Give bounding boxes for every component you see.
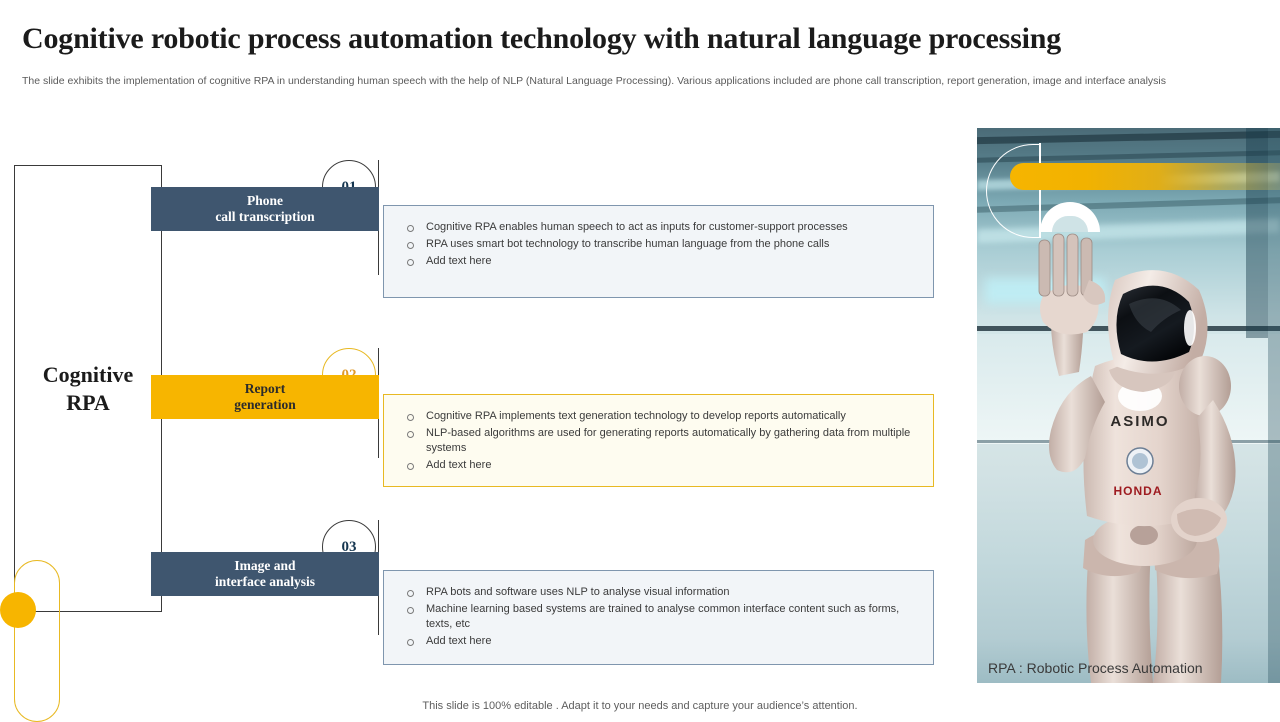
svg-text:HONDA: HONDA [1114,484,1163,498]
step-band-line1-03: Image and [234,558,296,573]
step-band-line2-01: call transcription [215,209,315,224]
step-bullet-list-01: Cognitive RPA enables human speech to ac… [402,220,923,269]
step-band-line2-03: interface analysis [214,574,316,589]
svg-text:ASIMO: ASIMO [1110,413,1169,430]
step-band-line1-01: Phone [246,193,283,208]
central-node-label-line1: Cognitive [42,361,134,387]
decorative-yellow-bar [1010,163,1280,190]
decorative-white-arch-inner [1052,216,1088,232]
step-content-box-03[interactable]: RPA bots and software uses NLP to analys… [383,570,934,665]
step-bullet-list-03: RPA bots and software uses NLP to analys… [402,585,923,649]
central-node-cognitive-rpa[interactable]: Cognitive RPA [14,165,162,612]
step-band-line1-02: Report [244,381,286,396]
step-band-text-02: Report generation [234,381,296,413]
footer-note: This slide is 100% editable . Adapt it t… [422,700,858,712]
step-band-line2-02: generation [234,397,296,412]
step-band-text-01: Phone call transcription [215,193,314,225]
decorative-pill-outline [14,560,60,722]
central-node-label-line2: RPA [66,389,110,415]
list-item: Add text here [402,458,923,473]
step-bullet-list-02: Cognitive RPA implements text generation… [402,409,923,473]
step-content-box-01[interactable]: Cognitive RPA enables human speech to ac… [383,205,934,298]
step-band-text-03: Image and interface analysis [215,558,315,590]
list-item: Cognitive RPA implements text generation… [402,409,923,424]
central-node-label: Cognitive RPA [43,361,133,417]
decorative-arc-bar [1039,143,1041,237]
list-item: Cognitive RPA enables human speech to ac… [402,220,923,235]
photo-caption: RPA : Robotic Process Automation [988,660,1203,676]
robot-photo: ASIMO HONDA [977,128,1280,683]
photo-pillar-far-right [1268,128,1280,683]
list-item: Add text here [402,254,923,269]
page-title: Cognitive robotic process automation tec… [22,22,1062,55]
step-number-label-03: 03 [341,538,357,555]
decorative-yellow-dot [0,592,36,628]
robot-illustration: ASIMO HONDA [1038,233,1236,683]
step-band-02[interactable]: Report generation [151,375,379,419]
step-band-03[interactable]: Image and interface analysis [151,552,379,596]
step-band-01[interactable]: Phone call transcription [151,187,379,231]
page-subtitle: The slide exhibits the implementation of… [22,75,1167,87]
step-content-box-02[interactable]: Cognitive RPA implements text generation… [383,394,934,487]
list-item: Add text here [402,634,923,649]
list-item: NLP-based algorithms are used for genera… [402,426,923,456]
list-item: RPA bots and software uses NLP to analys… [402,585,923,600]
list-item: RPA uses smart bot technology to transcr… [402,237,923,252]
list-item: Machine learning based systems are train… [402,602,923,632]
